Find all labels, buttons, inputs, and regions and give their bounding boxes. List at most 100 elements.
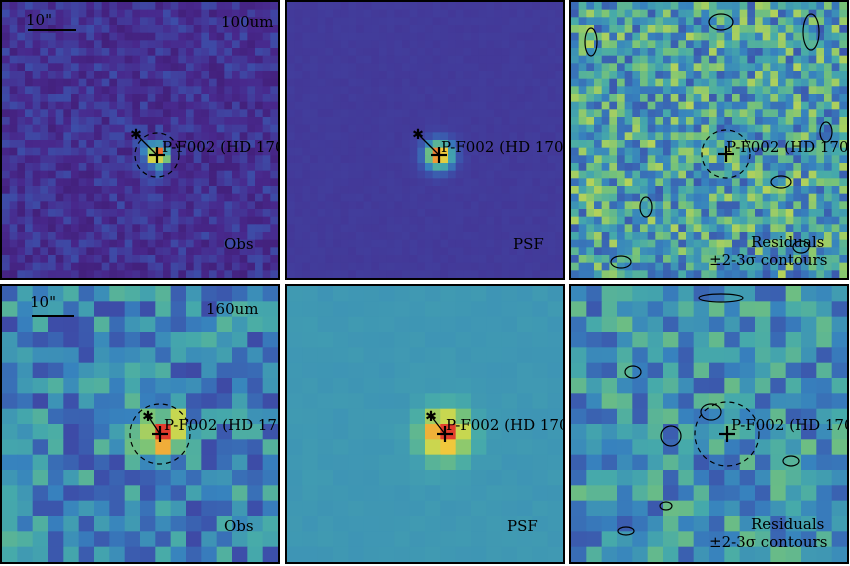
map-pixel [455, 2, 464, 11]
map-pixel [432, 147, 441, 156]
map-pixel [417, 270, 426, 278]
map-pixel [63, 454, 80, 471]
map-pixel [478, 25, 487, 34]
map-pixel [78, 63, 87, 72]
map-pixel [816, 470, 833, 486]
map-pixel [693, 286, 710, 302]
map-pixel [294, 71, 303, 80]
map-pixel [140, 155, 149, 164]
map-pixel [632, 301, 649, 318]
map-pixel [224, 201, 233, 210]
map-pixel [155, 362, 172, 379]
map-pixel [117, 101, 126, 110]
map-pixel [785, 408, 802, 425]
map-pixel [624, 86, 633, 95]
map-pixel [394, 193, 403, 202]
map-pixel [739, 470, 756, 486]
map-pixel [363, 347, 380, 364]
map-pixel [86, 232, 95, 241]
map-pixel [617, 170, 626, 179]
map-pixel [294, 239, 303, 248]
map-pixel [147, 124, 156, 133]
map-pixel [586, 470, 603, 486]
map-pixel [262, 124, 271, 133]
map-pixel [232, 124, 241, 133]
map-pixel [555, 32, 563, 41]
map-pixel [425, 155, 434, 164]
map-pixel [471, 55, 480, 64]
map-pixel [778, 48, 787, 57]
map-pixel [333, 454, 349, 471]
map-pixel [101, 178, 110, 187]
map-pixel [624, 140, 633, 149]
map-pixel [455, 86, 464, 95]
map-pixel [709, 270, 718, 278]
map-pixel [678, 262, 687, 271]
map-pixel [2, 63, 11, 72]
map-pixel [709, 262, 718, 271]
map-pixel [755, 9, 764, 18]
map-pixel [317, 201, 326, 210]
map-pixel [363, 255, 372, 264]
map-pixel [340, 270, 349, 278]
map-pixel [455, 17, 464, 26]
map-pixel [255, 124, 264, 133]
map-pixel [9, 132, 18, 141]
map-pixel [63, 201, 72, 210]
map-pixel [663, 32, 672, 41]
map-pixel [394, 9, 403, 18]
map-pixel [170, 25, 179, 34]
map-pixel [578, 170, 587, 179]
map-pixel [501, 301, 518, 318]
map-pixel [517, 186, 526, 195]
map-pixel [25, 247, 34, 256]
map-pixel [402, 209, 411, 218]
map-pixel [524, 209, 533, 218]
map-pixel [32, 216, 41, 225]
map-pixel [155, 48, 164, 57]
map-pixel [716, 48, 725, 57]
map-pixel [40, 262, 49, 271]
map-pixel [686, 178, 695, 187]
map-pixel [785, 209, 794, 218]
map-pixel [48, 124, 57, 133]
map-pixel [170, 262, 179, 271]
map-pixel [17, 9, 26, 18]
map-pixel [216, 516, 233, 532]
map-pixel [247, 262, 256, 271]
map-pixel [739, 316, 756, 333]
map-pixel [302, 362, 319, 379]
map-pixel [109, 301, 126, 318]
map-pixel [693, 117, 702, 126]
map-pixel [501, 17, 510, 26]
map-pixel [432, 17, 441, 26]
map-pixel [394, 86, 403, 95]
map-pixel [394, 178, 403, 187]
map-pixel [333, 255, 342, 264]
map-pixel [302, 124, 311, 133]
map-pixel [762, 17, 771, 26]
map-pixel [509, 124, 518, 133]
map-pixel [670, 25, 679, 34]
map-pixel [379, 101, 388, 110]
map-pixel [471, 140, 480, 149]
map-pixel [186, 71, 195, 80]
map-pixel [425, 9, 434, 18]
map-pixel [831, 393, 847, 410]
map-pixel [686, 32, 695, 41]
map-pixel [55, 209, 64, 218]
map-pixel [455, 439, 472, 456]
map-pixel [808, 40, 817, 49]
map-pixel [71, 117, 80, 126]
map-pixel [440, 9, 449, 18]
map-pixel [624, 224, 633, 233]
map-pixel [55, 147, 64, 156]
map-pixel [201, 546, 218, 562]
map-pixel [147, 86, 156, 95]
map-pixel [762, 209, 771, 218]
map-pixel [78, 40, 87, 49]
map-pixel [640, 48, 649, 57]
map-pixel [247, 71, 256, 80]
map-pixel [94, 408, 110, 425]
map-pixel [724, 124, 733, 133]
